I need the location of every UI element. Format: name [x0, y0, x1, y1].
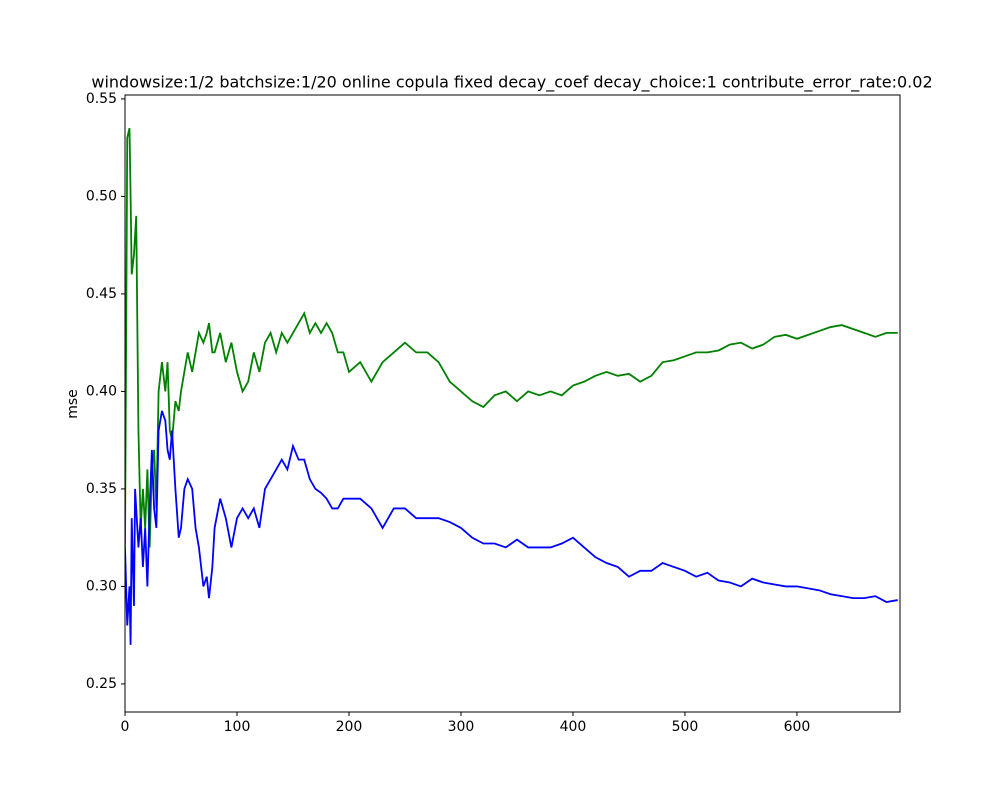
- y-tick-label: 0.50: [86, 188, 117, 204]
- x-tick-label: 100: [224, 719, 251, 735]
- x-tick-label: 300: [448, 719, 475, 735]
- y-tick-label: 0.25: [86, 676, 117, 692]
- x-tick-label: 0: [121, 719, 130, 735]
- y-tick-label: 0.35: [86, 481, 117, 497]
- y-tick-label: 0.30: [86, 578, 117, 594]
- x-tick-label: 600: [784, 719, 811, 735]
- x-tick-label: 500: [672, 719, 699, 735]
- y-tick-label: 0.55: [86, 91, 117, 107]
- chart-title: windowsize:1/2 batchsize:1/20 online cop…: [91, 73, 932, 93]
- plot-frame: [124, 94, 901, 713]
- series-line: [125, 410, 898, 645]
- y-tick-label: 0.40: [86, 383, 117, 399]
- y-tick-label: 0.45: [86, 286, 117, 302]
- y-axis-label: mse: [65, 389, 81, 419]
- x-tick-label: 400: [560, 719, 587, 735]
- x-tick-label: 200: [336, 719, 363, 735]
- series-line: [125, 127, 898, 548]
